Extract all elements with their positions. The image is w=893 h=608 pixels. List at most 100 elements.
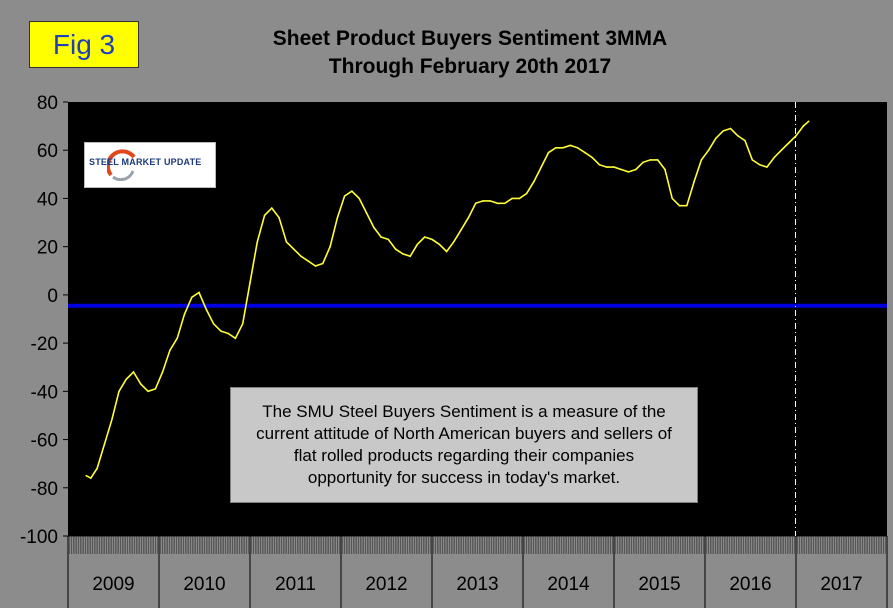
data-point	[664, 168, 666, 171]
data-point	[205, 308, 208, 311]
data-point	[103, 443, 106, 446]
data-point	[474, 202, 477, 205]
x-tick-label: 2014	[547, 574, 590, 595]
data-point	[169, 349, 171, 352]
description-line-3: flat rolled products regarding their com…	[293, 446, 635, 465]
data-point	[722, 130, 724, 132]
data-point	[365, 212, 368, 214]
data-point	[678, 204, 681, 207]
y-axis: 80 60 40 20 0 -20 -40 -60 -80 -100	[20, 93, 68, 548]
y-tick-label: -20	[31, 334, 58, 355]
data-point	[358, 197, 361, 200]
data-point	[96, 467, 98, 470]
data-point	[547, 151, 550, 154]
data-point	[118, 390, 120, 393]
data-point	[147, 390, 149, 393]
data-point	[807, 120, 810, 123]
data-point	[693, 180, 695, 183]
description-line-2: current attitude of North American buyer…	[256, 424, 672, 443]
data-point	[598, 163, 601, 166]
data-point	[176, 337, 178, 340]
x-tick-label: 2010	[183, 574, 225, 595]
data-point	[642, 161, 644, 164]
data-point	[263, 214, 266, 217]
data-point	[511, 197, 513, 200]
y-tick-label: -100	[20, 527, 58, 548]
data-point	[322, 262, 324, 265]
description-box: The SMU Steel Buyers Sentiment is a meas…	[230, 387, 698, 503]
x-tick-label: 2015	[638, 574, 680, 595]
data-point	[700, 159, 703, 161]
data-point	[533, 180, 535, 183]
data-point	[729, 127, 732, 130]
data-point	[241, 323, 244, 325]
data-point	[715, 137, 717, 139]
data-point	[220, 330, 222, 332]
data-point	[773, 156, 775, 159]
data-point	[234, 337, 237, 340]
data-point	[649, 159, 652, 161]
steel-market-update-logo: STEEL MARKET UPDATE	[84, 142, 216, 188]
data-point	[627, 171, 630, 173]
data-point	[569, 144, 572, 147]
data-point	[453, 241, 455, 243]
data-point	[766, 166, 768, 168]
data-point	[460, 229, 462, 231]
x-tick-label: 2011	[275, 574, 316, 595]
y-tick-label: 60	[37, 141, 58, 162]
y-tick-label: 80	[37, 93, 58, 114]
data-point	[198, 291, 200, 294]
data-point	[336, 216, 339, 219]
data-point	[351, 190, 353, 192]
data-point	[744, 139, 746, 142]
chart-title-line1: Sheet Product Buyers Sentiment 3MMA	[272, 27, 668, 50]
x-tick-label: 2016	[729, 574, 771, 595]
data-point	[758, 163, 761, 166]
data-point	[90, 477, 92, 479]
data-point	[562, 147, 564, 149]
data-point	[525, 192, 528, 195]
data-point	[314, 265, 317, 267]
data-point	[125, 378, 127, 381]
logo-swoosh-icon	[107, 149, 136, 181]
y-tick-label: 0	[47, 286, 58, 307]
data-point	[300, 255, 302, 258]
sentiment-points	[85, 120, 810, 479]
data-point	[373, 226, 375, 229]
data-point	[489, 200, 492, 202]
data-point	[438, 243, 441, 246]
data-point	[227, 332, 229, 335]
data-point	[540, 166, 542, 168]
data-point	[329, 245, 331, 248]
data-point	[605, 166, 608, 168]
data-point	[423, 236, 426, 238]
x-axis: 2009 2010 2011 2012 2013 2014 2015 2016 2017	[67, 535, 888, 608]
data-point	[191, 296, 193, 299]
y-tick-label: -80	[31, 479, 58, 500]
data-point	[584, 151, 586, 154]
data-point	[431, 238, 433, 241]
data-point	[154, 388, 157, 390]
data-point	[795, 135, 797, 137]
data-point	[409, 255, 412, 258]
data-point	[802, 125, 805, 127]
data-point	[445, 250, 448, 253]
data-point	[656, 159, 659, 161]
x-tick-label: 2017	[820, 574, 862, 595]
data-point	[620, 168, 623, 171]
chart-title-line2: Through February 20th 2017	[328, 55, 612, 78]
data-point	[380, 236, 382, 238]
data-point	[518, 197, 521, 200]
data-point	[394, 248, 397, 250]
data-point	[416, 243, 419, 246]
data-point	[278, 216, 280, 219]
data-point	[707, 149, 710, 151]
data-point	[591, 156, 593, 159]
data-point	[132, 371, 135, 373]
data-point	[686, 204, 688, 207]
chart-title: Sheet Product Buyers Sentiment 3MMA Thro…	[160, 25, 780, 81]
data-point	[737, 135, 739, 137]
y-tick-label: -40	[31, 382, 58, 403]
data-point	[387, 238, 390, 241]
data-point	[140, 383, 142, 385]
